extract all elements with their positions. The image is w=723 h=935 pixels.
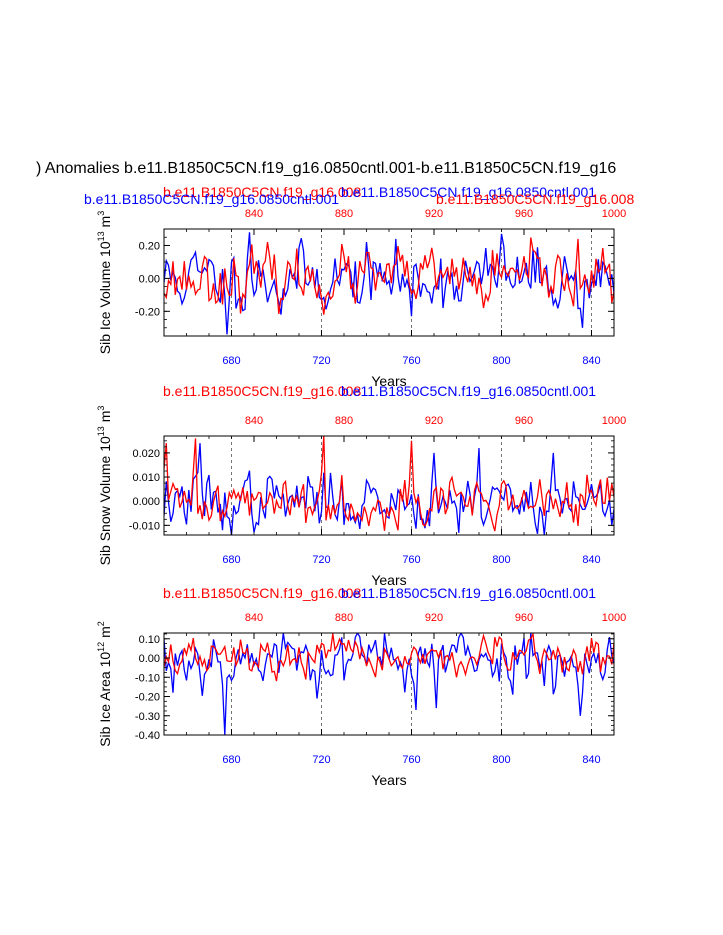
x-tick-label-top: 1000 (602, 415, 626, 427)
series-title-red: b.e11.B1850C5CN.f19_g16.008 (436, 191, 634, 207)
panels-group: 0.20 0.00 -0.20 680 720 760 800 840 840 880 920 960… (84, 184, 634, 788)
x-tick-label-bottom: 760 (402, 754, 420, 766)
y-axis-label: Sib Ice Area 1012 m2 (96, 621, 113, 747)
x-tick-label-bottom: 680 (222, 355, 240, 367)
series-title-blue: b.e11.B1850C5CN.f19_g16.0850cntl.001 (341, 184, 596, 200)
x-tick-label-top: 920 (425, 612, 443, 624)
x-tick-label-bottom: 800 (492, 554, 510, 566)
y-axis-label-unit: m (97, 626, 113, 642)
y-axis-label: Sib Snow Volume 1013 m3 (96, 406, 113, 566)
x-tick-label-top: 880 (335, 208, 353, 220)
y-axis-label-unit-exponent: 3 (96, 406, 106, 411)
x-tick-label-bottom: 720 (312, 554, 330, 566)
y-axis-label-unit-exponent: 3 (96, 211, 106, 216)
series-title-red: b.e11.B1850C5CN.f19_g16.008 (163, 585, 361, 601)
y-tick-label: 0.00 (139, 273, 160, 285)
y-tick-label: -0.20 (135, 692, 160, 704)
x-tick-label-top: 1000 (602, 612, 626, 624)
y-axis-label-exponent: 12 (96, 642, 106, 652)
series-line-red (164, 237, 614, 315)
x-tick-label-bottom: 840 (582, 554, 600, 566)
y-tick-label: -0.40 (135, 730, 160, 742)
y-tick-label: -0.20 (135, 306, 160, 318)
x-axis-label: Years (371, 373, 406, 389)
series-title-blue: b.e11.B1850C5CN.f19_g16.0850cntl.001 (341, 383, 596, 399)
x-tick-label-bottom: 680 (222, 754, 240, 766)
x-tick-label-top: 960 (515, 415, 533, 427)
x-tick-label-top: 840 (245, 208, 263, 220)
x-axis-label: Years (371, 572, 406, 588)
y-tick-label: 0.020 (132, 448, 160, 460)
x-tick-label-top: 960 (515, 612, 533, 624)
y-tick-label: 0.00 (139, 653, 160, 665)
y-tick-label: 0.000 (132, 496, 160, 508)
x-tick-label-bottom: 760 (402, 554, 420, 566)
x-tick-label-bottom: 720 (312, 355, 330, 367)
series-title-blue: b.e11.B1850C5CN.f19_g16.0850cntl.001 (84, 191, 339, 207)
panel-1: 0.20 0.00 -0.20 680 720 760 800 840 840 880 920 960… (84, 184, 634, 389)
series-line-blue (164, 443, 614, 535)
series-title-blue: b.e11.B1850C5CN.f19_g16.0850cntl.001 (341, 585, 596, 601)
y-axis-label-unit: m (97, 216, 113, 232)
y-tick-label: -0.30 (135, 711, 160, 723)
y-tick-label: -0.10 (135, 672, 160, 684)
x-tick-label-top: 840 (245, 612, 263, 624)
x-tick-label-top: 920 (425, 208, 443, 220)
x-tick-label-bottom: 800 (492, 355, 510, 367)
x-tick-label-bottom: 760 (402, 355, 420, 367)
x-tick-label-bottom: 800 (492, 754, 510, 766)
y-axis-label-main: Sib Ice Volume 10 (97, 241, 113, 354)
x-tick-label-bottom: 840 (582, 754, 600, 766)
y-axis-label-main: Sib Ice Area 10 (97, 652, 113, 747)
x-tick-label-top: 960 (515, 208, 533, 220)
y-axis-label-exponent: 13 (96, 231, 106, 241)
y-axis-label-exponent: 13 (96, 426, 106, 436)
x-tick-label-bottom: 720 (312, 754, 330, 766)
panel-3: 0.10 0.00 -0.10 -0.20 -0.30 -0.40 680 720 760 800… (96, 585, 626, 788)
x-tick-label-top: 880 (335, 612, 353, 624)
y-tick-label: -0.010 (129, 520, 160, 532)
series-line-red (164, 633, 614, 682)
x-tick-label-top: 840 (245, 415, 263, 427)
figure-title: ) Anomalies b.e11.B1850C5CN.f19_g16.0850… (36, 160, 616, 177)
y-tick-label: 0.20 (139, 240, 160, 252)
panel-2: 0.020 0.010 0.000 -0.010 680 720 760 800 840 840 8… (96, 383, 626, 588)
x-tick-label-bottom: 680 (222, 554, 240, 566)
y-axis-label-main: Sib Snow Volume 10 (97, 436, 113, 565)
x-tick-label-top: 1000 (602, 208, 626, 220)
series-title-red: b.e11.B1850C5CN.f19_g16.008 (163, 383, 361, 399)
series-line-red (164, 436, 614, 532)
series-title-red: b.e11.B1850C5CN.f19_g16.008 (163, 184, 361, 200)
y-tick-label: 0.10 (139, 634, 160, 646)
x-tick-label-bottom: 840 (582, 355, 600, 367)
y-axis-label-unit: m (97, 411, 113, 427)
y-axis-label-unit-exponent: 2 (96, 621, 106, 626)
y-axis-label: Sib Ice Volume 1013 m3 (96, 211, 113, 354)
x-axis-label: Years (371, 772, 406, 788)
x-tick-label-top: 920 (425, 415, 443, 427)
x-tick-label-top: 880 (335, 415, 353, 427)
y-tick-label: 0.010 (132, 472, 160, 484)
